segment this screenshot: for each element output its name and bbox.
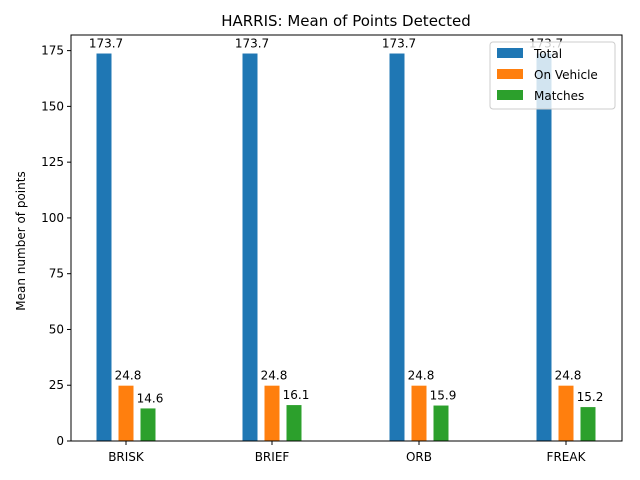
bar-total-brisk: [96, 53, 112, 442]
y-tick-label-150: 150: [41, 99, 64, 113]
bar-on-vehicle-brief: [264, 385, 280, 441]
data-label-on-vehicle-orb: 24.8: [408, 369, 435, 383]
data-label-matches-brief: 16.1: [283, 388, 310, 402]
bar-matches-orb: [433, 405, 449, 441]
plot-frame: [70, 34, 623, 442]
data-label-total-brief: 173.7: [235, 37, 269, 51]
data-label-on-vehicle-brisk: 24.8: [115, 369, 142, 383]
x-tick-label-brief: BRIEF: [255, 450, 290, 464]
bar-total-freak: [536, 53, 552, 442]
legend-label-on-vehicle: On Vehicle: [534, 68, 598, 82]
legend-swatch-on-vehicle: [497, 69, 523, 79]
y-tick-label-100: 100: [41, 211, 64, 225]
y-tick-label-50: 50: [49, 322, 64, 336]
bar-matches-brisk: [140, 408, 156, 441]
bar-total-brief: [242, 53, 258, 442]
y-tick-label-75: 75: [49, 267, 64, 281]
bar-on-vehicle-orb: [411, 385, 427, 441]
data-label-matches-orb: 15.9: [430, 389, 457, 403]
legend: Total On Vehicle Matches: [489, 41, 616, 110]
y-tick-label-175: 175: [41, 44, 64, 58]
bar-total-orb: [389, 53, 405, 442]
x-axis-ticks: BRISK BRIEF ORB FREAK: [108, 441, 587, 464]
bar-matches-freak: [580, 407, 596, 441]
bar-matches-brief: [286, 405, 302, 441]
legend-swatch-total: [497, 48, 523, 58]
data-label-on-vehicle-freak: 24.8: [555, 369, 582, 383]
data-label-on-vehicle-brief: 24.8: [261, 369, 288, 383]
bars-group: [96, 53, 596, 442]
data-label-total-brisk: 173.7: [89, 37, 123, 51]
y-tick-label-25: 25: [49, 378, 64, 392]
legend-label-matches: Matches: [534, 89, 584, 103]
x-tick-label-orb: ORB: [406, 450, 432, 464]
y-axis-ticks: 0 25 50 75 100 125 150 175: [41, 44, 71, 448]
bar-on-vehicle-freak: [558, 385, 574, 441]
y-axis-label: Mean number of points: [14, 171, 28, 310]
data-label-matches-brisk: 14.6: [137, 391, 164, 405]
data-label-total-orb: 173.7: [382, 37, 416, 51]
chart-title: HARRIS: Mean of Points Detected: [221, 12, 471, 30]
legend-label-total: Total: [533, 47, 562, 61]
data-label-matches-freak: 15.2: [577, 390, 604, 404]
legend-swatch-matches: [497, 90, 523, 100]
bar-on-vehicle-brisk: [118, 385, 134, 441]
x-tick-label-brisk: BRISK: [108, 450, 145, 464]
x-tick-label-freak: FREAK: [547, 450, 587, 464]
y-tick-label-125: 125: [41, 155, 64, 169]
y-tick-label-0: 0: [56, 434, 64, 448]
